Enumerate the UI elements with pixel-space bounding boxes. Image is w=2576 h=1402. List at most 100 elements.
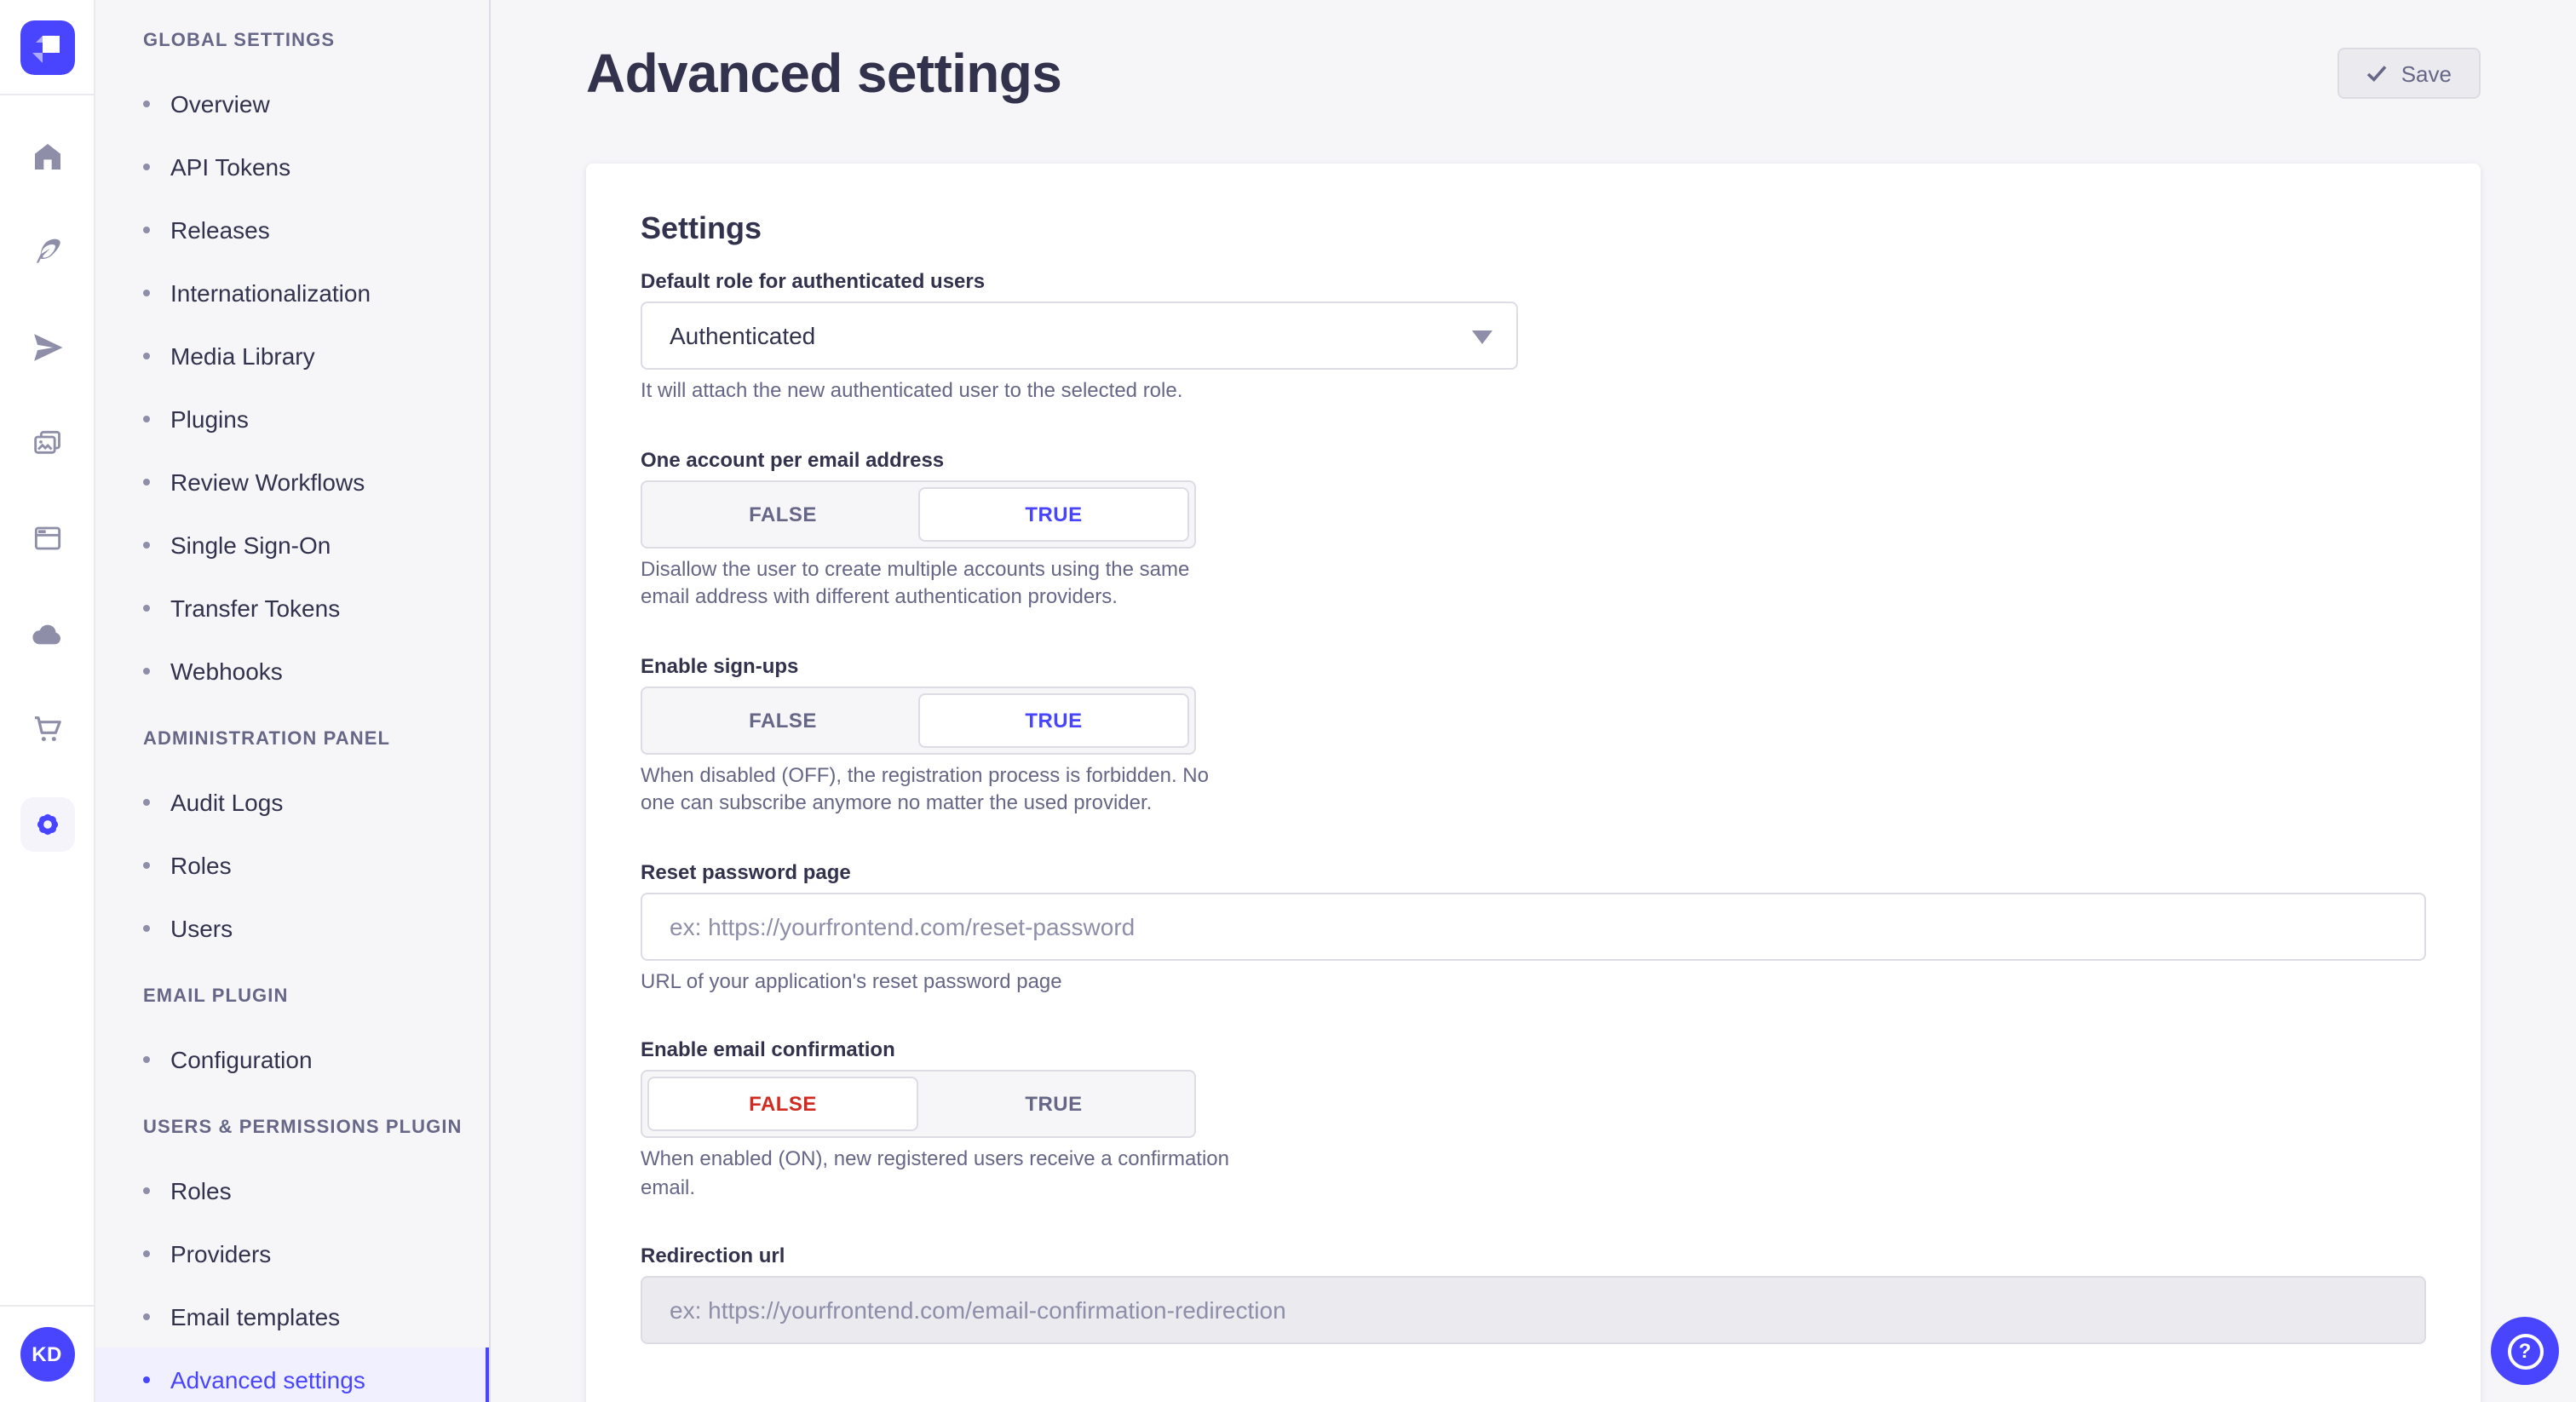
help-button[interactable]: ?: [2491, 1317, 2559, 1385]
redirection-url-input: [641, 1276, 2426, 1345]
cloud-nav-button[interactable]: [20, 606, 74, 661]
sidebar-item-label: Roles: [170, 1176, 232, 1204]
one-account-false-option[interactable]: FALSE: [647, 486, 918, 541]
bullet-icon: [143, 604, 150, 611]
bullet-icon: [143, 163, 150, 170]
chevron-down-icon: [1472, 330, 1492, 344]
enable-signups-true-option[interactable]: TRUE: [918, 692, 1189, 748]
redirection-url-label: Redirection url: [641, 1244, 785, 1268]
sidebar-item-internationalization[interactable]: Internationalization: [95, 261, 489, 324]
sidebar-item-api-tokens[interactable]: API Tokens: [95, 135, 489, 198]
workspace-icon-rail: KD: [0, 0, 95, 1402]
default-role-label: Default role for authenticated users: [641, 269, 986, 293]
save-button[interactable]: Save: [2337, 48, 2481, 99]
layout-icon: [33, 526, 60, 550]
sidebar-item-audit-logs[interactable]: Audit Logs: [95, 770, 489, 833]
one-account-toggle: FALSE TRUE: [641, 480, 1196, 549]
sidebar-item-up-roles[interactable]: Roles: [95, 1158, 489, 1221]
sidebar-item-admin-roles[interactable]: Roles: [95, 833, 489, 896]
sidebar-item-review-workflows[interactable]: Review Workflows: [95, 450, 489, 513]
sidebar-section-email-plugin: EMAIL PLUGIN Configuration: [95, 983, 489, 1090]
sidebar-item-label: Review Workflows: [170, 468, 365, 495]
settings-nav-button[interactable]: [20, 797, 74, 852]
sidebar-item-label: Overview: [170, 89, 270, 117]
email-confirmation-toggle: FALSE TRUE: [641, 1070, 1196, 1139]
sidebar-item-releases[interactable]: Releases: [95, 198, 489, 261]
sidebar-item-transfer-tokens[interactable]: Transfer Tokens: [95, 576, 489, 639]
field-reset-password: Reset password page URL of your applicat…: [641, 858, 2426, 995]
sidebar-item-single-sign-on[interactable]: Single Sign-On: [95, 513, 489, 576]
sidebar-item-label: Audit Logs: [170, 788, 284, 815]
content-manager-nav-button[interactable]: [20, 511, 74, 566]
sidebar-item-label: Internationalization: [170, 279, 371, 306]
bullet-icon: [143, 1376, 150, 1382]
media-library-nav-button[interactable]: [20, 416, 74, 470]
main-content: Advanced settings Save Settings Default …: [491, 0, 2576, 1402]
page-title: Advanced settings: [586, 42, 1062, 103]
section-header: EMAIL PLUGIN: [143, 986, 289, 1007]
sidebar-item-label: Email templates: [170, 1302, 341, 1330]
deploy-nav-button[interactable]: [20, 320, 74, 375]
one-account-hint: Disallow the user to create multiple acc…: [641, 556, 1190, 609]
settings-card: Settings Default role for authenticated …: [586, 164, 2481, 1402]
bullet-icon: [143, 289, 150, 296]
bullet-icon: [143, 415, 150, 422]
sidebar-item-webhooks[interactable]: Webhooks: [95, 639, 489, 702]
cloud-icon: [32, 623, 60, 644]
sidebar-item-email-configuration[interactable]: Configuration: [95, 1027, 489, 1090]
bullet-icon: [143, 1250, 150, 1256]
page-header: Advanced settings Save: [586, 0, 2481, 109]
enable-signups-toggle: FALSE TRUE: [641, 686, 1196, 755]
sidebar-item-advanced-settings[interactable]: Advanced settings: [95, 1347, 489, 1402]
sidebar-item-label: Configuration: [170, 1045, 313, 1072]
strapi-logo[interactable]: [20, 20, 74, 75]
bullet-icon: [143, 226, 150, 233]
user-avatar[interactable]: KD: [20, 1327, 74, 1382]
bullet-icon: [143, 861, 150, 868]
enable-signups-false-option[interactable]: FALSE: [647, 692, 918, 747]
sidebar-item-overview[interactable]: Overview: [95, 72, 489, 135]
one-account-true-option[interactable]: TRUE: [918, 486, 1189, 542]
reset-password-input[interactable]: [641, 892, 2426, 961]
bullet-icon: [143, 352, 150, 359]
field-one-account: One account per email address FALSE TRUE…: [641, 445, 2426, 611]
sidebar-item-label: API Tokens: [170, 152, 291, 180]
sidebar-item-label: Webhooks: [170, 657, 283, 684]
sidebar-section-global-settings: GLOBAL SETTINGS Overview API Tokens Rele…: [95, 27, 489, 702]
sidebar-item-media-library[interactable]: Media Library: [95, 324, 489, 387]
enable-signups-hint: When disabled (OFF), the registration pr…: [641, 762, 1209, 815]
sidebar-item-label: Transfer Tokens: [170, 594, 341, 621]
email-confirmation-label: Enable email confirmation: [641, 1037, 895, 1062]
sidebar-item-label: Single Sign-On: [170, 531, 331, 558]
home-nav-button[interactable]: [20, 129, 74, 184]
gear-icon: [36, 813, 58, 836]
logo-container: [0, 0, 94, 95]
sidebar-item-label: Plugins: [170, 405, 249, 432]
email-confirmation-hint: When enabled (ON), new registered users …: [641, 1146, 1229, 1199]
paper-plane-icon: [33, 334, 62, 361]
default-role-value: Authenticated: [670, 322, 816, 349]
email-confirmation-true-option[interactable]: TRUE: [918, 1077, 1189, 1132]
bullet-icon: [143, 798, 150, 805]
sidebar-item-email-templates[interactable]: Email templates: [95, 1284, 489, 1347]
email-confirmation-false-option[interactable]: FALSE: [647, 1077, 918, 1132]
settings-section-title: Settings: [641, 211, 762, 245]
one-account-label: One account per email address: [641, 447, 945, 472]
sidebar-item-admin-users[interactable]: Users: [95, 896, 489, 959]
sidebar-section-administration-panel: ADMINISTRATION PANEL Audit Logs Roles Us…: [95, 726, 489, 959]
content-type-builder-nav-button[interactable]: [20, 225, 74, 279]
sidebar-item-plugins[interactable]: Plugins: [95, 387, 489, 450]
bullet-icon: [143, 1313, 150, 1319]
sidebar-item-label: Roles: [170, 851, 232, 878]
default-role-select[interactable]: Authenticated: [641, 302, 1518, 370]
sidebar-item-providers[interactable]: Providers: [95, 1221, 489, 1284]
sidebar-item-label: Users: [170, 914, 233, 941]
question-mark-icon: ?: [2507, 1333, 2543, 1369]
field-email-confirmation: Enable email confirmation FALSE TRUE Whe…: [641, 1037, 2426, 1202]
home-icon: [34, 144, 60, 170]
sidebar-item-label: Media Library: [170, 342, 315, 369]
marketplace-nav-button[interactable]: [20, 702, 74, 756]
bullet-icon: [143, 541, 150, 548]
feather-icon: [35, 238, 60, 263]
